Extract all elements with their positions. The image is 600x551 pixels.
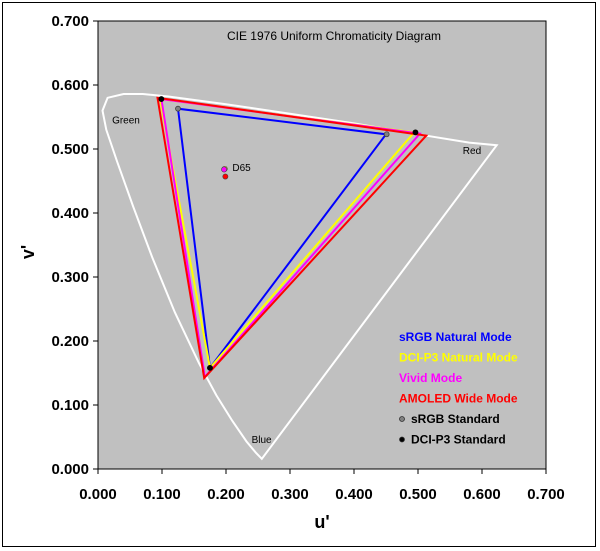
legend-marker-dci-p3-standard xyxy=(399,436,405,443)
point-dci-p3-standard-0 xyxy=(412,129,419,136)
legend-entry-amoled-wide-mode: AMOLED Wide Mode xyxy=(399,392,518,406)
point-dci-p3-standard-2 xyxy=(207,364,213,371)
legend-entry-dci-p3-standard: DCI-P3 Standard xyxy=(411,433,506,447)
white-point-1 xyxy=(221,166,227,173)
point-srgb-standard-0 xyxy=(383,131,390,138)
region-label-blue: Blue xyxy=(252,435,272,446)
x-tick-label: 0.400 xyxy=(335,486,373,503)
legend: sRGB Natural Mode DCI-P3 Natural Mode Vivi… xyxy=(399,330,518,447)
x-tick-label: 0.200 xyxy=(207,486,245,503)
region-label-red: Red xyxy=(463,146,481,157)
point-srgb-standard-1 xyxy=(175,105,181,112)
region-label-green: Green xyxy=(112,115,140,126)
y-tick-label: 0.000 xyxy=(51,461,89,478)
legend-entry-srgb-standard: sRGB Standard xyxy=(411,412,500,426)
y-tick-label: 0.400 xyxy=(51,205,89,222)
y-tick-label: 0.500 xyxy=(51,141,89,158)
gamut-amoled-wide-mode xyxy=(156,96,429,381)
legend-entry-dci-p3-natural-mode: DCI-P3 Natural Mode xyxy=(399,351,518,365)
y-tick-label: 0.600 xyxy=(51,77,89,94)
x-tick-label: 0.500 xyxy=(399,486,437,503)
x-tick-label: 0.300 xyxy=(271,486,309,503)
x-tick-label: 0.700 xyxy=(527,486,565,503)
y-tick-label: 0.200 xyxy=(51,333,89,350)
y-tick-label: 0.100 xyxy=(51,397,89,414)
y-axis-label: v' xyxy=(18,245,38,259)
y-tick-label: 0.300 xyxy=(51,269,89,286)
gamut-srgb-natural-mode xyxy=(176,107,388,371)
white-point-2 xyxy=(222,173,229,180)
chart-title: CIE 1976 Uniform Chromaticity Diagram xyxy=(227,29,441,43)
legend-marker-srgb-standard xyxy=(399,416,405,422)
legend-entry-srgb-natural-mode: sRGB Natural Mode xyxy=(399,330,512,344)
x-axis-label: u' xyxy=(314,512,329,532)
point-dci-p3-standard-1 xyxy=(158,96,165,102)
y-tick-label: 0.700 xyxy=(51,13,89,30)
white-point-label: D65 xyxy=(232,163,251,174)
legend-entry-vivid-mode: Vivid Mode xyxy=(399,371,462,385)
x-tick-label: 0.000 xyxy=(79,486,117,503)
x-tick-label: 0.100 xyxy=(143,486,181,503)
x-tick-label: 0.600 xyxy=(463,486,501,503)
